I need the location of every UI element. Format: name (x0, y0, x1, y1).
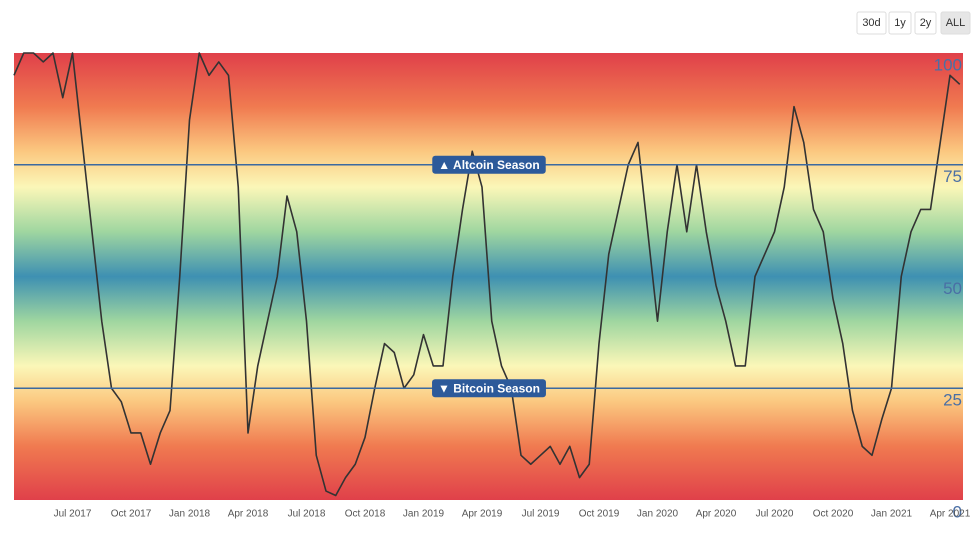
x-tick-label: Apr 2021 (930, 509, 971, 520)
range-button-label[interactable]: 1y (894, 17, 906, 29)
plot-line-badge (432, 155, 546, 174)
x-tick-label: Oct 2020 (813, 509, 854, 520)
x-tick-label: Apr 2019 (462, 509, 503, 520)
x-tick-label: Oct 2017 (111, 509, 152, 520)
range-button[interactable] (914, 11, 937, 35)
x-tick-label: Jan 2018 (169, 509, 211, 520)
x-tick-label: Oct 2019 (579, 509, 620, 520)
plot-line-label: ▲ Altcoin Season (438, 158, 539, 172)
x-tick-label: Apr 2018 (228, 509, 269, 520)
range-button-label[interactable]: ALL (946, 17, 966, 29)
range-button[interactable] (856, 11, 887, 35)
x-tick-label: Jul 2018 (288, 509, 326, 520)
plot-line-label: ▼ Bitcoin Season (438, 381, 540, 395)
x-tick-label: Jul 2019 (522, 509, 560, 520)
y-tick-label: 0 (953, 502, 962, 521)
x-tick-label: Apr 2020 (696, 509, 737, 520)
y-tick-label: 100 (934, 55, 962, 74)
y-tick-label: 75 (943, 167, 962, 186)
y-tick-label: 25 (943, 391, 962, 410)
range-button-label[interactable]: 30d (862, 17, 880, 29)
range-button[interactable] (940, 11, 971, 35)
x-tick-label: Jan 2021 (871, 509, 913, 520)
range-button-label[interactable]: 2y (920, 17, 932, 29)
x-tick-label: Jul 2017 (54, 509, 92, 520)
x-tick-label: Oct 2018 (345, 509, 386, 520)
y-tick-label: 50 (943, 279, 962, 298)
plot-line-badge (432, 379, 546, 398)
x-tick-label: Jan 2019 (403, 509, 445, 520)
x-tick-label: Jan 2020 (637, 509, 679, 520)
x-tick-label: Jul 2020 (756, 509, 794, 520)
range-button[interactable] (888, 11, 912, 35)
